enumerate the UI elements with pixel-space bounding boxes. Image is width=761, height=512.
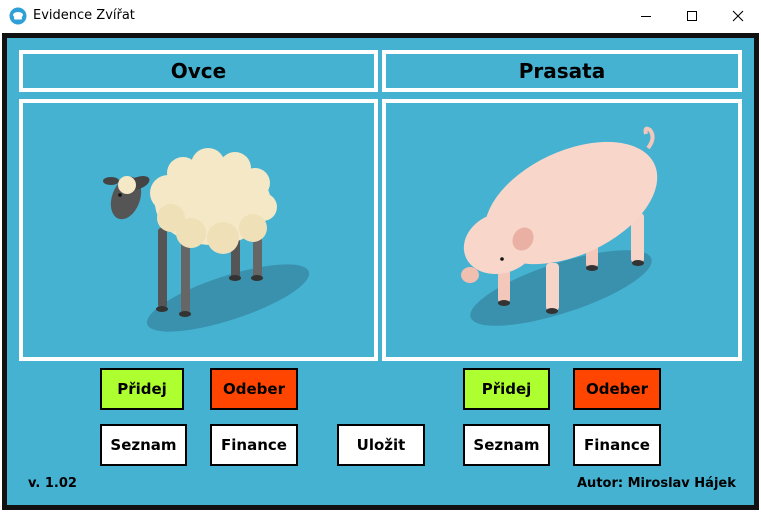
- sheep-add-button-label: Přidej: [117, 380, 167, 398]
- sheep-remove-button-label: Odeber: [223, 380, 285, 398]
- pigs-list-button[interactable]: Seznam: [463, 424, 550, 466]
- pigs-add-button[interactable]: Přidej: [463, 368, 550, 410]
- pigs-remove-button-label: Odeber: [586, 380, 648, 398]
- sheep-image-panel: [19, 99, 378, 361]
- pigs-remove-button[interactable]: Odeber: [573, 368, 661, 410]
- close-icon: [732, 10, 744, 22]
- sheep-add-button[interactable]: Přidej: [100, 368, 184, 410]
- panel-title-sheep: Ovce: [19, 50, 378, 92]
- pigs-finance-button-label: Finance: [584, 436, 650, 454]
- pigs-add-button-label: Přidej: [481, 380, 532, 398]
- window-title: Evidence Zvířat: [33, 8, 135, 23]
- pig-illustration: [461, 126, 658, 326]
- save-button-label: Uložit: [356, 436, 406, 454]
- sheep-remove-button[interactable]: Odeber: [210, 368, 298, 410]
- panel-title-pigs-label: Prasata: [518, 59, 606, 83]
- maximize-icon: [687, 11, 697, 21]
- version-label: v. 1.02: [28, 476, 77, 491]
- minimize-icon: [641, 16, 651, 17]
- pigs-finance-button[interactable]: Finance: [573, 424, 661, 466]
- pig-image-panel: [382, 99, 742, 361]
- panel-title-sheep-label: Ovce: [170, 59, 227, 83]
- minimize-button[interactable]: [623, 0, 669, 32]
- panel-title-pigs: Prasata: [382, 50, 742, 92]
- author-label: Autor: Miroslav Hájek: [577, 476, 736, 491]
- sheep-finance-button-label: Finance: [221, 436, 287, 454]
- title-bar: Evidence Zvířat: [0, 0, 761, 32]
- sheep-list-button-label: Seznam: [110, 436, 177, 454]
- close-button[interactable]: [715, 0, 761, 32]
- pigs-list-button-label: Seznam: [473, 436, 540, 454]
- maximize-button[interactable]: [669, 0, 715, 32]
- sheep-finance-button[interactable]: Finance: [210, 424, 298, 466]
- sheep-list-button[interactable]: Seznam: [100, 424, 187, 466]
- app-logo-icon: [9, 7, 27, 25]
- sheep-illustration: [103, 148, 310, 332]
- save-button[interactable]: Uložit: [337, 424, 425, 466]
